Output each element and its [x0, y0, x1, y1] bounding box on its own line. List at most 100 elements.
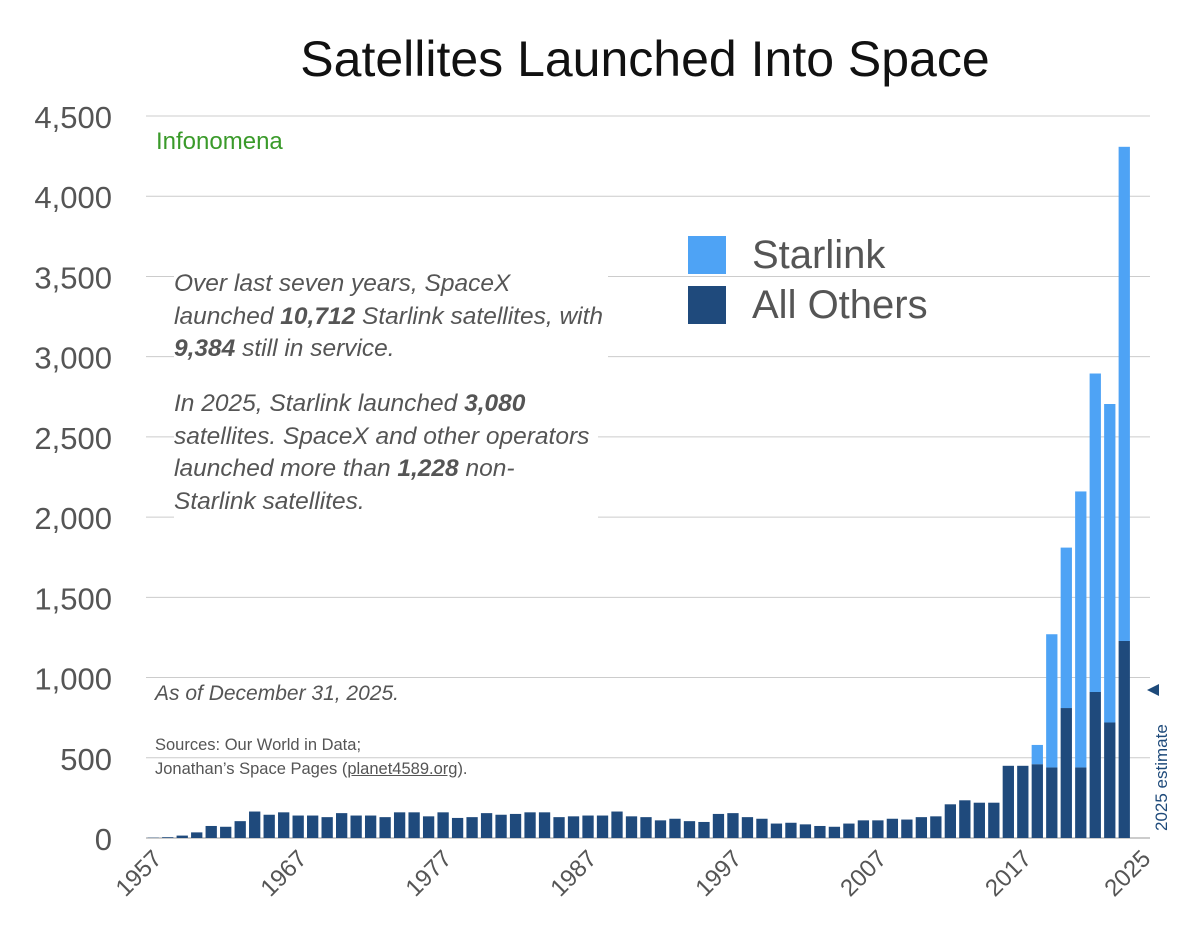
legend-item-starlink: Starlink [688, 230, 928, 280]
x-tick-label: 2007 [835, 845, 892, 902]
bar-starlink-2019 [1046, 634, 1058, 768]
y-tick-label: 2,500 [34, 421, 112, 456]
y-tick-label: 2,000 [34, 501, 112, 536]
bar-starlink-2020 [1060, 547, 1072, 709]
x-tick-labels: 1957 1967 1977 1987 1997 2007 2017 2025 [111, 845, 1157, 902]
bar-others-2014 [973, 802, 985, 838]
bars [147, 146, 1130, 838]
bar-others-1964 [249, 811, 261, 838]
bar-starlink-2018 [1031, 744, 1043, 765]
bar-others-1999 [756, 818, 768, 838]
x-tick-label: 1987 [545, 845, 602, 902]
y-tick-label: 4,500 [34, 100, 112, 135]
bar-others-1973 [379, 817, 391, 838]
brand-label: Infonomena [156, 128, 283, 155]
y-tick-label: 500 [60, 742, 112, 777]
x-tick-label: 1997 [690, 845, 747, 902]
bar-others-1993 [669, 818, 681, 838]
legend-swatch-starlink [688, 236, 726, 274]
bar-others-2011 [930, 816, 942, 838]
bar-others-1990 [625, 816, 638, 838]
bar-others-2023 [1104, 722, 1116, 838]
x-tick-label: 1967 [256, 845, 313, 902]
bar-others-1984 [538, 812, 551, 838]
bar-others-2019 [1046, 767, 1058, 838]
bar-others-2009 [901, 819, 913, 838]
note1-text-a: Over last seven years, SpaceX launched [174, 270, 511, 330]
bar-others-1958 [162, 837, 174, 838]
sources: Sources: Our World in Data; Jonathan’s S… [155, 733, 468, 781]
bar-others-2012 [944, 804, 956, 838]
bar-starlink-2021 [1075, 491, 1087, 768]
bar-others-1983 [524, 812, 536, 838]
legend-label-starlink: Starlink [752, 232, 886, 277]
bar-others-2008 [886, 818, 899, 838]
bar-others-1987 [582, 815, 594, 838]
bar-others-2015 [988, 802, 1000, 838]
legend: Starlink All Others [688, 230, 928, 330]
bar-others-1986 [567, 816, 580, 838]
sources-link[interactable]: planet4589.org [347, 760, 458, 778]
x-tick-label: 1977 [400, 845, 457, 902]
bar-others-2010 [915, 817, 928, 838]
bar-others-1977 [437, 812, 449, 838]
as-of-date: As of December 31, 2025. [155, 682, 399, 705]
bar-others-1996 [712, 813, 725, 838]
bar-others-2006 [857, 820, 870, 838]
bar-others-1972 [364, 815, 377, 838]
bar-others-2007 [872, 820, 884, 838]
bar-others-1963 [234, 821, 246, 838]
note1-number-in-service: 9,384 [174, 335, 236, 362]
bar-others-1978 [451, 817, 464, 838]
bar-others-1994 [683, 821, 696, 838]
note1-text-b: Starlink satellites, with [355, 302, 604, 330]
bar-others-1985 [553, 817, 565, 838]
bar-others-1959 [176, 835, 188, 838]
bar-others-1998 [741, 817, 754, 838]
bar-others-2002 [799, 824, 812, 838]
note2-text-a: In 2025, Starlink launched [174, 390, 465, 417]
annotation-2025: In 2025, Starlink launched 3,080 satelli… [174, 388, 598, 518]
bar-others-1989 [611, 811, 623, 838]
bar-others-1966 [278, 812, 290, 838]
note2-text-c: non-Starlink satellites. [174, 455, 515, 515]
note1-text-c: still in service. [235, 335, 395, 362]
bar-others-1967 [292, 815, 304, 838]
bar-others-2022 [1089, 692, 1101, 838]
y-tick-label: 1,000 [34, 662, 112, 697]
sources-line-1: Sources: Our World in Data; [155, 736, 362, 754]
bar-others-2017 [1017, 765, 1029, 838]
bar-others-1980 [480, 813, 493, 838]
bar-others-2024 [1118, 640, 1130, 838]
x-tick-label: 2025 [1099, 845, 1156, 902]
sources-line-2-a: Jonathan’s Space Pages ( [155, 760, 348, 778]
note1-number-launched: 10,712 [280, 302, 356, 330]
bar-others-1997 [727, 813, 739, 838]
bar-others-2005 [843, 823, 855, 838]
bar-others-1981 [495, 814, 507, 838]
arrow-left-icon [1147, 684, 1159, 696]
bar-others-1970 [336, 813, 348, 838]
bar-others-1982 [509, 813, 522, 838]
bar-others-2000 [770, 823, 783, 838]
sources-line-2-b: ). [457, 760, 468, 778]
bar-others-2001 [785, 822, 797, 838]
y-tick-label: 3,000 [34, 341, 112, 376]
y-tick-label: 4,000 [34, 180, 112, 215]
legend-swatch-others [688, 286, 726, 324]
bar-others-1961 [205, 825, 217, 838]
bar-others-1988 [596, 815, 609, 838]
bar-others-1976 [422, 816, 435, 838]
bar-starlink-2022 [1089, 373, 1101, 692]
bar-others-1969 [321, 817, 333, 838]
x-tick-label: 2017 [980, 845, 1037, 902]
bar-others-2016 [1002, 765, 1014, 838]
bar-others-1979 [466, 817, 478, 838]
bar-others-2021 [1075, 767, 1087, 838]
chart-title: Satellites Launched Into Space [300, 31, 990, 87]
annotation-starlink-total: Over last seven years, SpaceX launched 1… [174, 268, 608, 366]
sources-line-2: Jonathan’s Space Pages (planet4589.org). [155, 757, 468, 781]
bar-others-2013 [959, 800, 971, 838]
bar-others-1971 [350, 815, 362, 838]
bar-others-1995 [698, 821, 710, 838]
